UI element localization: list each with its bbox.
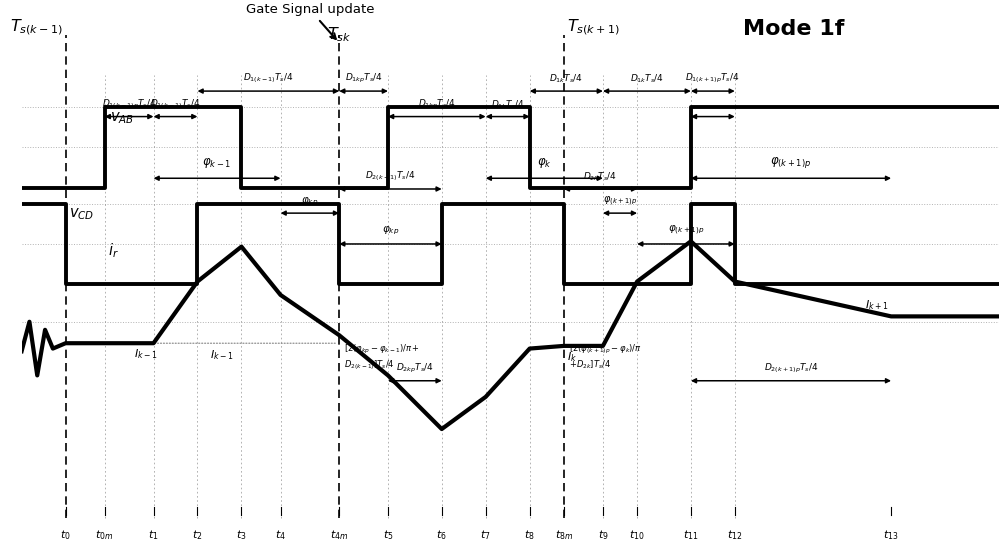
Text: $D_{1k}T_s/4$: $D_{1k}T_s/4$ — [549, 73, 583, 85]
Text: $\varphi_{k-1}$: $\varphi_{k-1}$ — [202, 156, 232, 170]
Text: $\varphi_{(k+1)p}$: $\varphi_{(k+1)p}$ — [603, 194, 637, 208]
Text: $t_{10}$: $t_{10}$ — [629, 528, 645, 542]
Text: $[2(\varphi_{(k+1)p}-\varphi_k)/\pi$
$+D_{2k}]T_s/4$: $[2(\varphi_{(k+1)p}-\varphi_k)/\pi$ $+D… — [569, 343, 642, 370]
Text: $D_{1kp}T_s/4$: $D_{1kp}T_s/4$ — [418, 98, 456, 111]
Text: $t_4$: $t_4$ — [275, 528, 286, 542]
Text: $D_{1(k-1)}T_s/4$: $D_{1(k-1)}T_s/4$ — [150, 97, 201, 111]
Text: Gate Signal update: Gate Signal update — [246, 3, 374, 39]
Text: $i_r$: $i_r$ — [108, 242, 118, 260]
Text: $I_k$: $I_k$ — [567, 350, 577, 364]
Text: $T_{s(k+1)}$: $T_{s(k+1)}$ — [567, 17, 620, 36]
Text: $t_3$: $t_3$ — [236, 528, 247, 542]
Text: $t_7$: $t_7$ — [480, 528, 491, 542]
Text: $D_{2kp}T_s/4$: $D_{2kp}T_s/4$ — [396, 362, 434, 375]
Text: $t_0$: $t_0$ — [60, 528, 71, 542]
Text: $D_{1(k-1)p}T_s/4$: $D_{1(k-1)p}T_s/4$ — [102, 98, 156, 111]
Text: $T_{sk}$: $T_{sk}$ — [327, 26, 351, 44]
Text: $D_{2k}T_s/4$: $D_{2k}T_s/4$ — [583, 171, 618, 183]
Text: $\varphi_{(k+1)p}$: $\varphi_{(k+1)p}$ — [668, 224, 704, 237]
Text: $D_{2(k+1)p}T_s/4$: $D_{2(k+1)p}T_s/4$ — [764, 362, 818, 375]
Text: $t_{11}$: $t_{11}$ — [683, 528, 699, 542]
Text: $t_9$: $t_9$ — [598, 528, 608, 542]
Text: $D_{1(k-1)}T_s/4$: $D_{1(k-1)}T_s/4$ — [243, 71, 294, 85]
Text: $\varphi_{(k+1)p}$: $\varphi_{(k+1)p}$ — [770, 155, 812, 170]
Text: $[2(\varphi_{kp}-\varphi_{k-1})/\pi+$
$D_{2(k-1)}]T_s/4$: $[2(\varphi_{kp}-\varphi_{k-1})/\pi+$ $D… — [344, 343, 420, 372]
Text: $D_{1kp}T_s/4$: $D_{1kp}T_s/4$ — [345, 72, 383, 85]
Text: $\varphi_{kp}$: $\varphi_{kp}$ — [382, 225, 399, 237]
Text: $\varphi_k$: $\varphi_k$ — [537, 156, 552, 170]
Text: $v_{CD}$: $v_{CD}$ — [69, 206, 94, 222]
Text: $t_{12}$: $t_{12}$ — [727, 528, 743, 542]
Text: $D_{2(k-1)}T_s/4$: $D_{2(k-1)}T_s/4$ — [365, 169, 416, 183]
Text: $t_2$: $t_2$ — [192, 528, 203, 542]
Text: Mode 1f: Mode 1f — [743, 20, 844, 39]
Text: $D_{1(k+1)p}T_s/4$: $D_{1(k+1)p}T_s/4$ — [685, 72, 740, 85]
Text: $t_{4m}$: $t_{4m}$ — [330, 528, 348, 542]
Text: $I_{k+1}$: $I_{k+1}$ — [865, 299, 888, 312]
Text: $t_{0m}$: $t_{0m}$ — [95, 528, 114, 542]
Text: $t_1$: $t_1$ — [148, 528, 159, 542]
Text: $t_8$: $t_8$ — [524, 528, 535, 542]
Text: $\varphi_{kp}$: $\varphi_{kp}$ — [301, 195, 318, 208]
Text: $t_6$: $t_6$ — [436, 528, 447, 542]
Text: $t_5$: $t_5$ — [383, 528, 393, 542]
Text: $I_{k-1}$: $I_{k-1}$ — [134, 347, 158, 361]
Text: $I_{k-1}$: $I_{k-1}$ — [210, 349, 234, 362]
Text: $v_{AB}$: $v_{AB}$ — [110, 110, 134, 126]
Text: $t_{8m}$: $t_{8m}$ — [555, 528, 573, 542]
Text: $D_{1k}T_s/4$: $D_{1k}T_s/4$ — [491, 98, 525, 111]
Text: $D_{1k}T_s/4$: $D_{1k}T_s/4$ — [630, 73, 664, 85]
Text: $t_{13}$: $t_{13}$ — [883, 528, 899, 542]
Text: $T_{s(k-1)}$: $T_{s(k-1)}$ — [10, 17, 63, 36]
